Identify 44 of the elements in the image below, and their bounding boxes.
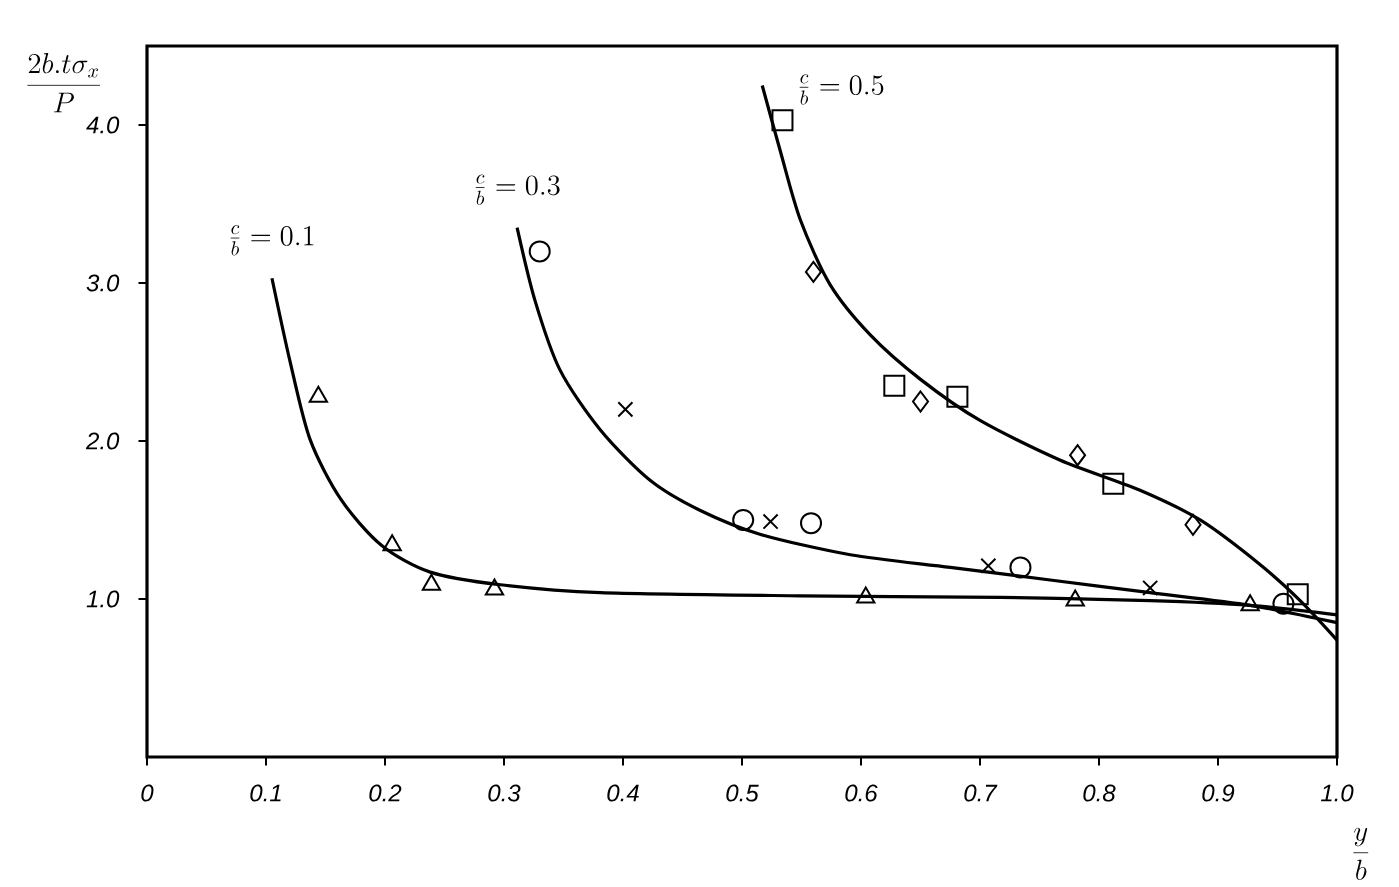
- point: [732, 508, 755, 531]
- point: [528, 240, 551, 263]
- x-axis-title: $\frac{y}{b}$: [1353, 827, 1369, 880]
- point: [1065, 589, 1085, 607]
- annotation: $\frac{c}{b} = 0.5$: [799, 74, 884, 105]
- point: [1142, 579, 1159, 596]
- point: [1184, 513, 1202, 536]
- point: [1069, 444, 1087, 467]
- annotation: $\frac{c}{b} = 0.1$: [230, 225, 314, 256]
- point: [1009, 556, 1032, 579]
- y-tick-label: 1.0: [86, 590, 120, 608]
- point: [912, 390, 929, 413]
- x-tick-label: 0.6: [845, 784, 878, 802]
- point: [382, 534, 402, 552]
- x-tick-label: 0.7: [964, 784, 998, 802]
- x-tick-label: 0.9: [1202, 784, 1235, 802]
- point: [946, 385, 969, 408]
- x-tick-label: 0.3: [488, 784, 521, 802]
- point: [421, 573, 442, 591]
- point: [804, 260, 822, 283]
- y-tick-label: 3.0: [86, 274, 120, 292]
- point: [980, 557, 997, 574]
- x-tick-label: 0.4: [607, 784, 639, 802]
- y-axis-title: $\frac{2b.t\sigma_x}{P}$: [27, 53, 100, 113]
- point: [1286, 583, 1309, 606]
- point: [856, 586, 876, 604]
- x-tick-label: 0.2: [369, 784, 402, 802]
- x-tick-label: 0.5: [726, 784, 759, 802]
- point: [883, 374, 906, 397]
- point: [484, 578, 505, 596]
- point: [617, 401, 634, 418]
- point: [771, 109, 794, 132]
- point: [1272, 592, 1295, 615]
- x-tick-label: 1.0: [1320, 784, 1354, 802]
- point: [762, 513, 779, 530]
- point: [1102, 472, 1125, 495]
- x-tick-label: 0: [141, 784, 154, 802]
- x-tick-label: 0.1: [250, 784, 281, 802]
- y-tick-label: 2.0: [85, 432, 120, 450]
- point: [1240, 594, 1260, 612]
- point: [800, 512, 823, 535]
- x-tick-label: 0.8: [1083, 784, 1116, 802]
- annotation: $\frac{c}{b} = 0.3$: [475, 174, 560, 205]
- y-tick-label: 4.0: [86, 116, 120, 134]
